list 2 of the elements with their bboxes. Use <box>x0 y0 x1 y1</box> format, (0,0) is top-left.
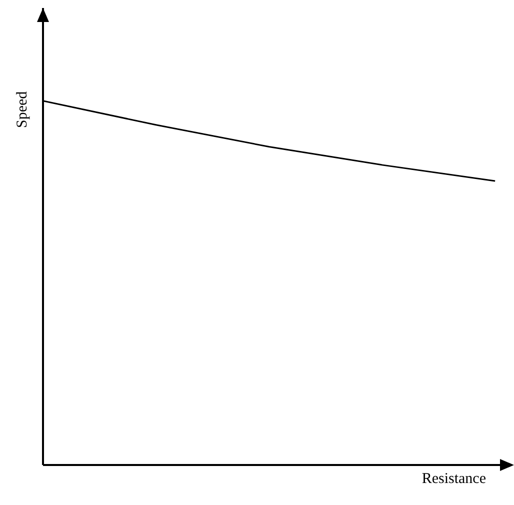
y-axis-title: Speed <box>14 90 31 128</box>
x-axis-title: Resistance <box>422 471 486 487</box>
